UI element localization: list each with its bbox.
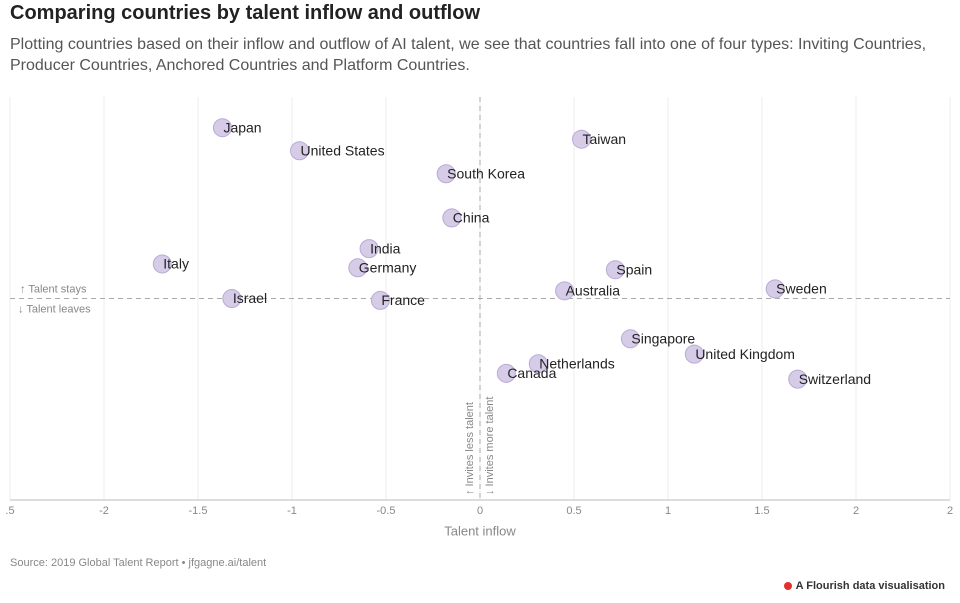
point bbox=[436, 164, 456, 184]
point bbox=[348, 258, 368, 278]
credit-icon bbox=[784, 582, 792, 590]
point bbox=[152, 254, 172, 274]
point bbox=[572, 129, 592, 149]
point-label: United States bbox=[301, 142, 385, 158]
annotation: ↓ Talent leaves bbox=[18, 303, 91, 315]
point-label: Japan bbox=[223, 119, 261, 135]
point-label: South Korea bbox=[447, 165, 525, 181]
point-label: Taiwan bbox=[583, 131, 627, 147]
point bbox=[620, 329, 640, 349]
x-tick-label: 0 bbox=[477, 505, 483, 517]
point bbox=[290, 141, 310, 161]
x-tick-label: 1 bbox=[665, 505, 671, 517]
annotation: ↑ Talent stays bbox=[20, 283, 87, 295]
point-label: Singapore bbox=[631, 331, 695, 347]
point bbox=[222, 289, 242, 308]
credit: A Flourish data visualisation bbox=[796, 580, 946, 592]
point-label: Spain bbox=[616, 261, 652, 277]
x-tick-label: -1.5 bbox=[189, 505, 208, 517]
point-label: Italy bbox=[163, 256, 189, 272]
point bbox=[359, 239, 379, 259]
point bbox=[442, 208, 462, 228]
point-label: France bbox=[381, 292, 425, 308]
point-label: Canada bbox=[507, 365, 556, 381]
point bbox=[605, 260, 625, 280]
point bbox=[370, 290, 390, 310]
point bbox=[684, 344, 704, 364]
x-tick-label: -2 bbox=[99, 505, 109, 517]
point-label: Germany bbox=[359, 259, 417, 275]
point-label: Sweden bbox=[776, 281, 827, 297]
source: Source: 2019 Global Talent Report • jfga… bbox=[10, 557, 266, 569]
x-tick-label: 2 bbox=[947, 505, 953, 517]
point-label: Netherlands bbox=[539, 355, 615, 371]
point bbox=[555, 281, 575, 301]
point-label: India bbox=[370, 240, 401, 256]
x-tick-label: -1 bbox=[287, 505, 297, 517]
point bbox=[788, 369, 808, 389]
point bbox=[212, 118, 232, 138]
chart-title: Comparing countries by talent inflow and… bbox=[10, 2, 480, 24]
point bbox=[496, 363, 516, 383]
x-tick-label: 1.5 bbox=[754, 505, 769, 517]
x-axis-label: Talent inflow bbox=[444, 523, 516, 538]
chart-subtitle: Plotting countries based on their inflow… bbox=[10, 36, 927, 74]
point-label: United Kingdom bbox=[695, 346, 795, 362]
annotation: ↓ Invites more talent bbox=[484, 397, 496, 495]
point-label: Switzerland bbox=[799, 371, 871, 387]
point-label: Australia bbox=[566, 283, 621, 299]
point bbox=[528, 354, 548, 374]
point-label: China bbox=[453, 210, 490, 226]
annotation: ↑ Invites less talent bbox=[464, 402, 476, 495]
x-tick-label: 2 bbox=[853, 505, 859, 517]
point-label: Israel bbox=[233, 290, 267, 306]
x-tick-label: .5 bbox=[5, 505, 14, 517]
x-tick-label: -0.5 bbox=[377, 505, 396, 517]
x-tick-label: 0.5 bbox=[566, 505, 581, 517]
point bbox=[765, 279, 785, 299]
